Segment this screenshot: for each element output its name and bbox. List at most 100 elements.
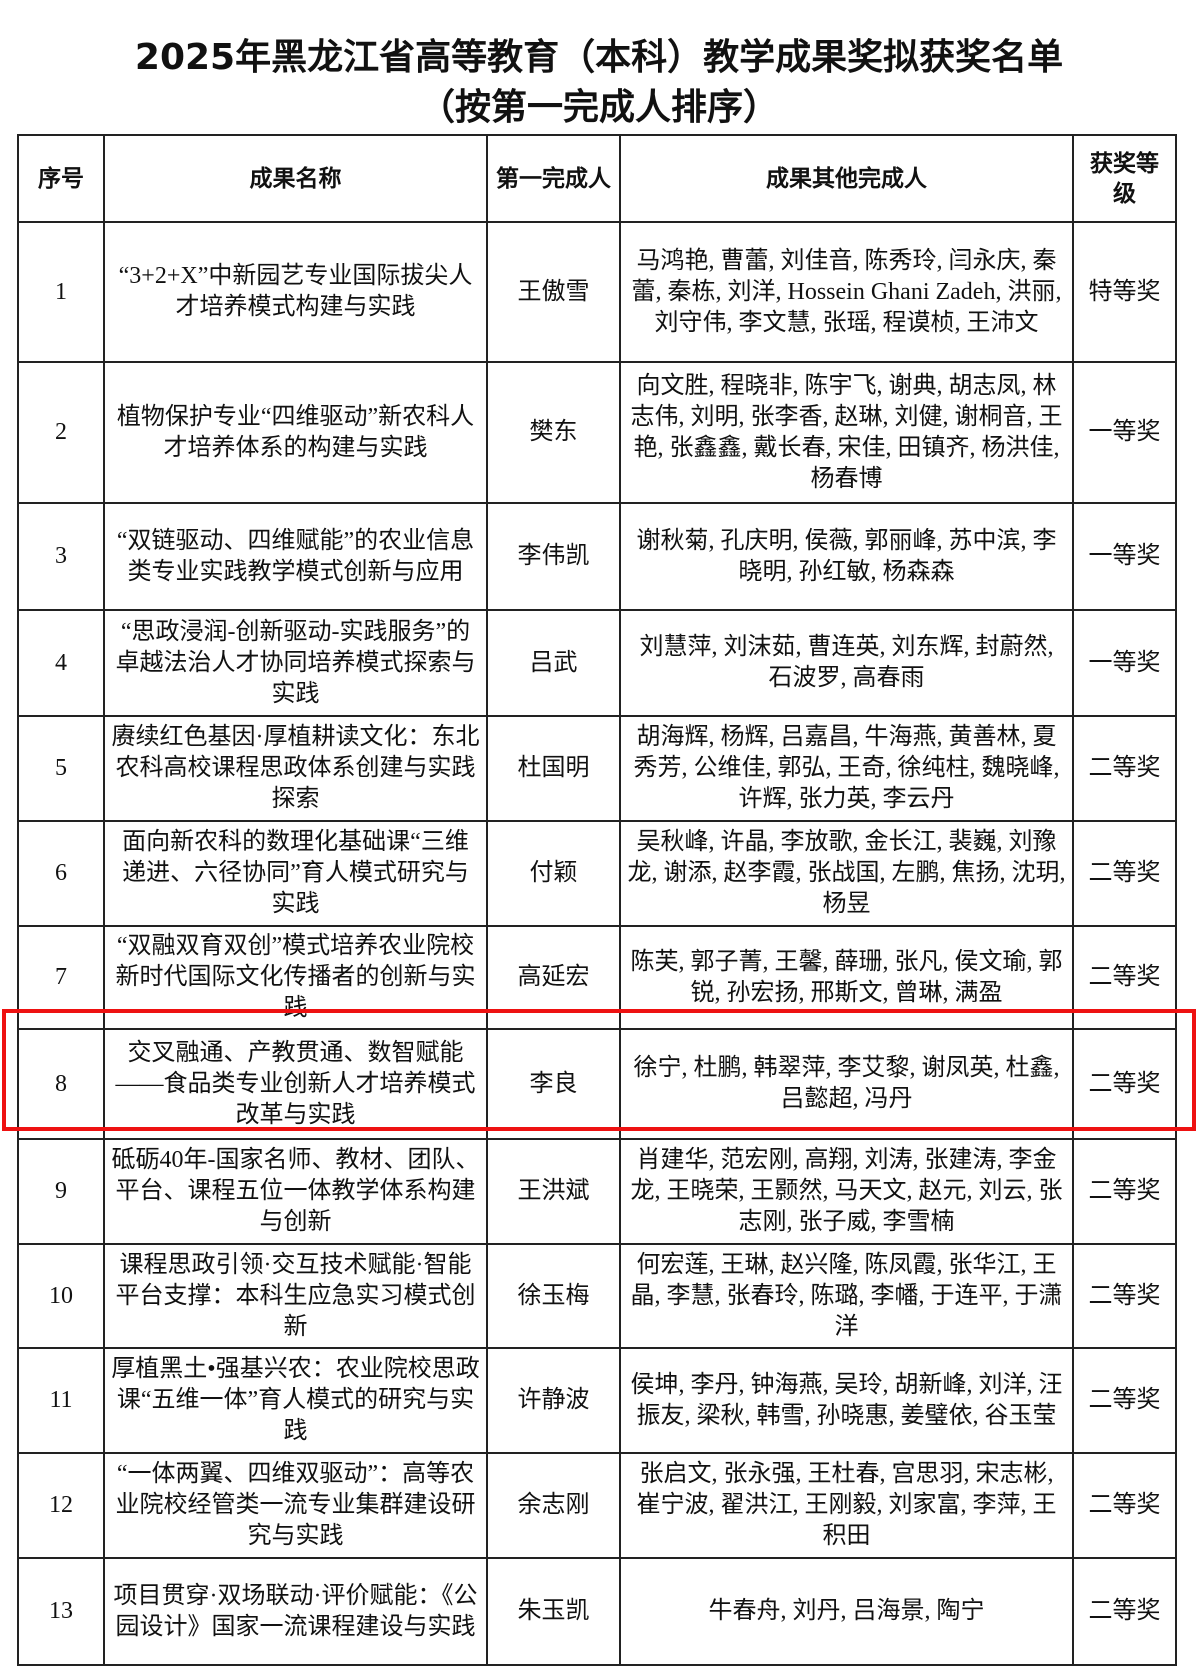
- award-level-cell: 一等奖: [1072, 609, 1177, 717]
- achievement-name-cell: 面向新农科的数理化基础课“三维递进、六径协同”育人模式研究与实践: [103, 820, 488, 927]
- row-number-cell: 10: [17, 1243, 105, 1349]
- row-number: 9: [55, 1178, 67, 1204]
- row-number: 6: [55, 860, 67, 886]
- row-number-cell: 12: [17, 1452, 105, 1559]
- row-number-cell: 11: [17, 1347, 105, 1454]
- award-level: 二等奖: [1088, 964, 1161, 990]
- row-number: 3: [55, 543, 67, 569]
- header-first: 第一完成人: [486, 134, 621, 223]
- document-subtitle: （按第一完成人排序）: [418, 87, 779, 128]
- award-level-cell: 二等奖: [1072, 1557, 1177, 1666]
- other-authors-cell: 谢秋菊, 孔庆明, 侯薇, 郭丽峰, 苏中滨, 李晓明, 孙红敏, 杨森森: [619, 502, 1074, 611]
- first-author: 王傲雪: [517, 278, 590, 305]
- first-author-cell: 李伟凯: [486, 502, 621, 611]
- first-author-cell: 樊东: [486, 361, 621, 504]
- achievement-name-cell: “3+2+X”中新园艺专业国际拔尖人才培养模式构建与实践: [103, 221, 488, 363]
- award-level-cell: 一等奖: [1072, 361, 1177, 504]
- row-number-cell: 8: [17, 1028, 105, 1140]
- achievement-name: “3+2+X”中新园艺专业国际拔尖人才培养模式构建与实践: [118, 263, 473, 320]
- award-level-cell: 二等奖: [1072, 1138, 1177, 1245]
- row-number-cell: 9: [17, 1138, 105, 1245]
- achievement-name: “双链驱动、四维赋能”的农业信息类专业实践教学模式创新与应用: [116, 527, 475, 585]
- achievement-name-cell: 交叉融通、产教贯通、数智赋能——食品类专业创新人才培养模式改革与实践: [103, 1028, 488, 1140]
- first-author: 高延宏: [517, 964, 590, 990]
- award-level: 二等奖: [1088, 860, 1161, 886]
- first-author: 许静波: [517, 1387, 590, 1413]
- other-authors-cell: 胡海辉, 杨辉, 吕嘉昌, 牛海燕, 黄善林, 夏秀芳, 公维佳, 郭弘, 王奇…: [619, 715, 1074, 822]
- award-level: 二等奖: [1088, 1598, 1161, 1624]
- award-level-cell: 特等奖: [1072, 221, 1177, 363]
- row-number: 1: [55, 278, 67, 305]
- other-authors: 侯坤, 李丹, 钟海燕, 吴玲, 胡新峰, 刘洋, 汪振友, 梁秋, 韩雪, 孙…: [630, 1371, 1063, 1429]
- achievement-name-cell: 厚植黑土•强基兴农：农业院校思政课“五维一体”育人模式的研究与实践: [103, 1347, 488, 1454]
- first-author: 王洪斌: [517, 1178, 590, 1204]
- other-authors: 何宏莲, 王琳, 赵兴隆, 陈凤霞, 张华江, 王晶, 李慧, 张春玲, 陈璐,…: [630, 1251, 1063, 1340]
- award-level: 特等奖: [1088, 278, 1161, 305]
- award-level: 一等奖: [1088, 419, 1161, 445]
- row-number-cell: 3: [17, 502, 105, 611]
- first-author: 朱玉凯: [517, 1598, 590, 1624]
- achievement-name: 厚植黑土•强基兴农：农业院校思政课“五维一体”育人模式的研究与实践: [111, 1356, 480, 1444]
- table-row: 12 “一体两翼、四维双驱动”：高等农业院校经管类一流专业集群建设研究与实践 余志刚…: [17, 1452, 1177, 1559]
- achievement-name-cell: “双链驱动、四维赋能”的农业信息类专业实践教学模式创新与应用: [103, 502, 488, 611]
- award-level-cell: 二等奖: [1072, 1347, 1177, 1454]
- other-authors-cell: 何宏莲, 王琳, 赵兴隆, 陈凤霞, 张华江, 王晶, 李慧, 张春玲, 陈璐,…: [619, 1243, 1074, 1349]
- first-author: 樊东: [529, 419, 578, 445]
- achievement-name-cell: “双融双育双创”模式培养农业院校新时代国际文化传播者的创新与实践: [103, 925, 488, 1030]
- row-number-cell: 2: [17, 361, 105, 504]
- header-others: 成果其他完成人: [619, 134, 1074, 223]
- row-number-cell: 4: [17, 609, 105, 717]
- first-author: 吕武: [529, 649, 578, 676]
- table-row: 10 课程思政引领·交互技术赋能·智能平台支撑：本科生应急实习模式创新 徐玉梅 何宏莲…: [17, 1243, 1177, 1349]
- achievement-name: 项目贯穿·双场联动·评价赋能：《公园设计》国家一流课程建设与实践: [113, 1582, 478, 1640]
- table-row: 1 “3+2+X”中新园艺专业国际拔尖人才培养模式构建与实践 王傲雪 马鸿艳, 曹蕾,…: [17, 221, 1177, 363]
- other-authors: 牛春舟, 刘丹, 吕海景, 陶宁: [708, 1598, 985, 1624]
- other-authors-cell: 吴秋峰, 许晶, 李放歌, 金长江, 裴巍, 刘豫龙, 谢添, 赵李霞, 张战国…: [619, 820, 1074, 927]
- award-level: 一等奖: [1088, 543, 1161, 569]
- first-author: 付颖: [529, 860, 578, 886]
- other-authors: 刘慧萍, 刘沫茹, 曹连英, 刘东辉, 封蔚然, 石波罗, 高春雨: [639, 634, 1054, 691]
- award-level: 二等奖: [1088, 1387, 1161, 1413]
- row-number-cell: 7: [17, 925, 105, 1030]
- achievement-name: 赓续红色基因·厚植耕读文化：东北农科高校课程思政体系创建与实践探索: [111, 724, 480, 812]
- achievement-name-cell: “一体两翼、四维双驱动”：高等农业院校经管类一流专业集群建设研究与实践: [103, 1452, 488, 1559]
- award-level: 二等奖: [1088, 1492, 1161, 1518]
- row-number: 4: [55, 649, 67, 676]
- other-authors-cell: 侯坤, 李丹, 钟海燕, 吴玲, 胡新峰, 刘洋, 汪振友, 梁秋, 韩雪, 孙…: [619, 1347, 1074, 1454]
- table-row: 4 “思政浸润-创新驱动-实践服务”的卓越法治人才协同培养模式探索与实践 吕武 刘慧萍…: [17, 609, 1177, 717]
- row-number: 10: [49, 1282, 73, 1309]
- first-author-cell: 余志刚: [486, 1452, 621, 1559]
- achievement-name: “一体两翼、四维双驱动”：高等农业院校经管类一流专业集群建设研究与实践: [115, 1461, 476, 1549]
- award-level-cell: 二等奖: [1072, 1243, 1177, 1349]
- first-author: 徐玉梅: [517, 1282, 590, 1309]
- table-header-row: 序号 成果名称 第一完成人 成果其他完成人 获奖等级: [17, 134, 1177, 223]
- first-author-cell: 徐玉梅: [486, 1243, 621, 1349]
- table-row: 8 交叉融通、产教贯通、数智赋能——食品类专业创新人才培养模式改革与实践 李良 徐宁,…: [17, 1028, 1177, 1140]
- award-list-table: 序号 成果名称 第一完成人 成果其他完成人 获奖等级 1 “3+2+X”中新园艺专…: [17, 134, 1177, 1666]
- first-author: 余志刚: [517, 1492, 590, 1518]
- achievement-name: “思政浸润-创新驱动-实践服务”的卓越法治人才协同培养模式探索与实践: [115, 618, 476, 707]
- award-level-cell: 二等奖: [1072, 1452, 1177, 1559]
- table-row: 13 项目贯穿·双场联动·评价赋能：《公园设计》国家一流课程建设与实践 朱玉凯 牛春舟…: [17, 1557, 1177, 1666]
- header-level: 获奖等级: [1072, 134, 1177, 223]
- achievement-name-cell: 课程思政引领·交互技术赋能·智能平台支撑：本科生应急实习模式创新: [103, 1243, 488, 1349]
- table-row: 9 砥砺40年-国家名师、教材、团队、平台、课程五位一体教学体系构建与创新 王洪斌 肖…: [17, 1138, 1177, 1245]
- award-level: 二等奖: [1088, 1178, 1161, 1204]
- row-number: 7: [55, 964, 67, 990]
- table-row: 3 “双链驱动、四维赋能”的农业信息类专业实践教学模式创新与应用 李伟凯 谢秋菊, 孔…: [17, 502, 1177, 611]
- award-level: 二等奖: [1088, 1282, 1161, 1309]
- first-author-cell: 高延宏: [486, 925, 621, 1030]
- other-authors: 胡海辉, 杨辉, 吕嘉昌, 牛海燕, 黄善林, 夏秀芳, 公维佳, 郭弘, 王奇…: [633, 724, 1060, 812]
- award-level-cell: 二等奖: [1072, 820, 1177, 927]
- row-number-cell: 5: [17, 715, 105, 822]
- table-row: 7 “双融双育双创”模式培养农业院校新时代国际文化传播者的创新与实践 高延宏 陈芙, …: [17, 925, 1177, 1030]
- first-author: 杜国明: [517, 755, 590, 781]
- table-row: 2 植物保护专业“四维驱动”新农科人才培养体系的构建与实践 樊东 向文胜, 程晓非, …: [17, 361, 1177, 504]
- first-author-cell: 王傲雪: [486, 221, 621, 363]
- first-author-cell: 朱玉凯: [486, 1557, 621, 1666]
- achievement-name-cell: 植物保护专业“四维驱动”新农科人才培养体系的构建与实践: [103, 361, 488, 504]
- row-number: 8: [55, 1070, 67, 1097]
- table-row: 11 厚植黑土•强基兴农：农业院校思政课“五维一体”育人模式的研究与实践 许静波 侯坤…: [17, 1347, 1177, 1454]
- row-number: 2: [55, 419, 67, 445]
- first-author: 李伟凯: [517, 543, 590, 569]
